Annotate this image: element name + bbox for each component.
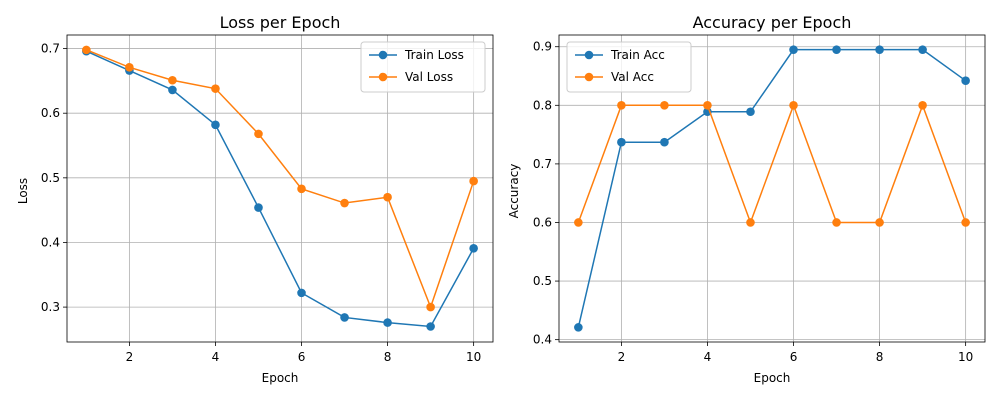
accuracy-data-point [875, 218, 884, 227]
loss-ticks: 2 4 6 8 10 0.3 0.4 0.5 0.6 0.7 [41, 42, 481, 364]
loss-data-point [340, 198, 349, 208]
loss-y-tick-label: 0.3 [41, 300, 60, 314]
accuracy-plot-area: 2 4 6 8 10 0.4 0.5 0.6 0.7 0.8 0.9 Train Acc Val Acc [533, 34, 986, 364]
loss-data-point [383, 192, 392, 202]
accuracy-data-point [918, 45, 927, 54]
accuracy-x-tick-label: 8 [876, 350, 884, 364]
loss-data-point [469, 176, 478, 186]
loss-x-tick-label: 4 [212, 350, 220, 364]
loss-x-tick-label: 8 [384, 350, 392, 364]
accuracy-data-point [574, 323, 583, 332]
loss-data-point [168, 75, 177, 85]
accuracy-chart: Accuracy per Epoch Epoch Accuracy 2 4 6 8 10… [507, 13, 986, 385]
accuracy-chart-title: Accuracy per Epoch [693, 13, 852, 32]
loss-chart-xlabel: Epoch [262, 371, 299, 385]
accuracy-axes-frame [558, 34, 986, 343]
accuracy-series-line [577, 48, 967, 328]
loss-series-1 [82, 45, 478, 312]
loss-y-tick-label: 0.7 [41, 42, 60, 56]
accuracy-data-point [918, 101, 927, 110]
loss-series-line [86, 49, 475, 310]
accuracy-chart-ylabel: Accuracy [507, 164, 521, 219]
accuracy-y-tick-label: 0.5 [533, 274, 552, 288]
loss-data-point [211, 84, 220, 93]
accuracy-x-tick-label: 10 [958, 350, 973, 364]
loss-legend-label: Train Loss [404, 48, 464, 62]
loss-data-point [125, 63, 134, 72]
loss-series-line [86, 50, 475, 328]
accuracy-y-tick-label: 0.8 [533, 98, 552, 112]
loss-legend-entry: Val Loss [369, 70, 453, 84]
loss-x-tick-label: 2 [126, 350, 134, 364]
accuracy-x-tick-label: 2 [618, 350, 626, 364]
accuracy-data-point [832, 218, 841, 227]
loss-data-point [254, 203, 263, 212]
loss-legend-label: Val Loss [405, 70, 453, 84]
loss-data-point [297, 184, 306, 194]
loss-data-point [82, 45, 91, 55]
accuracy-data-point [703, 101, 712, 110]
loss-legend-entry: Train Loss [369, 48, 464, 62]
accuracy-data-point [746, 107, 755, 117]
accuracy-data-point [617, 137, 626, 147]
accuracy-chart-xlabel: Epoch [754, 371, 791, 385]
accuracy-legend-label: Train Acc [610, 48, 665, 62]
accuracy-series-line [577, 103, 967, 225]
loss-x-tick-label: 10 [466, 350, 481, 364]
accuracy-legend-swatch-marker [584, 50, 594, 60]
accuracy-data-point [746, 218, 755, 227]
loss-y-tick-label: 0.5 [41, 171, 60, 185]
accuracy-y-tick-label: 0.6 [533, 215, 552, 229]
loss-data-point [340, 313, 349, 322]
loss-chart-ylabel: Loss [16, 178, 30, 204]
accuracy-x-tick-label: 4 [704, 350, 712, 364]
accuracy-ticks: 2 4 6 8 10 0.4 0.5 0.6 0.7 0.8 0.9 [533, 40, 973, 364]
accuracy-data-point [660, 137, 669, 147]
loss-data-point [297, 288, 306, 298]
loss-plot-area: 2 4 6 8 10 0.3 0.4 0.5 0.6 0.7 Train Loss Val Loss [41, 34, 494, 364]
accuracy-y-tick-label: 0.4 [533, 333, 552, 347]
accuracy-data-point [832, 45, 841, 54]
loss-legend-swatch-marker [378, 72, 388, 82]
accuracy-legend: Train Acc Val Acc [566, 41, 692, 93]
loss-axes-frame [66, 34, 494, 343]
accuracy-series-1 [574, 101, 970, 227]
accuracy-data-point [789, 45, 798, 54]
loss-x-tick-label: 6 [298, 350, 306, 364]
loss-data-point [168, 85, 177, 95]
loss-data-point [469, 243, 478, 253]
accuracy-data-point [961, 76, 970, 85]
accuracy-y-tick-label: 0.7 [533, 157, 552, 171]
loss-data-point [211, 120, 220, 130]
loss-y-tick-label: 0.4 [41, 235, 60, 249]
accuracy-data-point [789, 101, 798, 110]
accuracy-x-tick-label: 6 [790, 350, 798, 364]
loss-chart-title: Loss per Epoch [220, 13, 341, 32]
loss-data-point [426, 302, 435, 312]
accuracy-legend-entry: Val Acc [575, 70, 654, 84]
accuracy-legend-swatch-marker [584, 72, 594, 82]
loss-data-point [426, 322, 435, 331]
loss-legend: Train Loss Val Loss [360, 41, 486, 93]
loss-data-point [383, 318, 392, 327]
accuracy-series-0 [574, 45, 970, 332]
loss-y-tick-label: 0.6 [41, 106, 60, 120]
accuracy-legend-label: Val Acc [611, 70, 654, 84]
accuracy-data-point [961, 218, 970, 227]
loss-legend-swatch-marker [378, 50, 388, 60]
accuracy-data-point [875, 45, 884, 54]
accuracy-data-point [617, 101, 626, 110]
loss-data-point [254, 129, 263, 139]
accuracy-y-tick-label: 0.9 [533, 40, 552, 54]
accuracy-legend-entry: Train Acc [575, 48, 665, 62]
loss-chart: Loss per Epoch Epoch Loss 2 4 6 8 10 0.3 0.4 0.… [16, 13, 494, 385]
accuracy-data-point [574, 218, 583, 227]
accuracy-data-point [660, 101, 669, 110]
